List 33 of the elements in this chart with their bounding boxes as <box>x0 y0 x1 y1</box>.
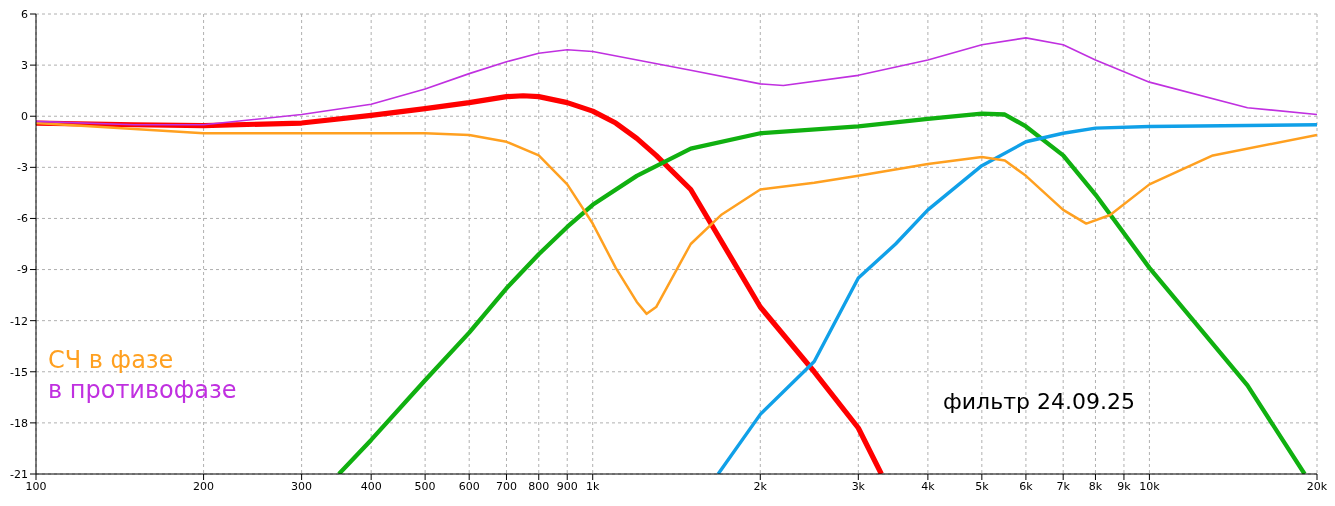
y-tick-label: -12 <box>10 314 28 328</box>
y-tick-label: -21 <box>10 467 28 481</box>
y-tick-label: 6 <box>21 7 28 21</box>
x-tick-label: 200 <box>193 479 215 493</box>
x-tick-label: 5k <box>975 479 990 493</box>
annotation: фильтр 24.09.25 <box>943 389 1135 414</box>
x-tick-label: 3k <box>851 479 866 493</box>
x-tick-label: 100 <box>25 479 47 493</box>
x-tick-label: 300 <box>291 479 313 493</box>
x-tick-label: 10k <box>1139 479 1161 493</box>
text: СЧ в фазе <box>48 346 175 374</box>
y-tick-label: 0 <box>21 110 28 124</box>
x-tick-label: 500 <box>414 479 436 493</box>
y-tick-label: -6 <box>17 212 28 226</box>
x-tick-label: 600 <box>458 479 480 493</box>
x-tick-label: 4k <box>921 479 936 493</box>
y-tick-label: -9 <box>17 263 28 277</box>
y-tick-label: -18 <box>10 416 28 430</box>
text: в противофазе <box>48 376 237 404</box>
x-tick-label: 8k <box>1088 479 1103 493</box>
x-tick-label: 20k <box>1306 479 1328 493</box>
y-tick-label: 3 <box>21 59 28 73</box>
x-tick-label: 400 <box>360 479 382 493</box>
x-tick-label: 6k <box>1019 479 1034 493</box>
y-tick-label: -3 <box>17 161 28 175</box>
x-tick-label: 700 <box>495 479 517 493</box>
x-tick-label: 800 <box>528 479 550 493</box>
x-tick-label: 900 <box>556 479 578 493</box>
x-tick-label: 1k <box>586 479 601 493</box>
x-tick-label: 2k <box>753 479 768 493</box>
y-tick-label: -15 <box>10 365 28 379</box>
x-tick-label: 9k <box>1117 479 1132 493</box>
x-tick-label: 7k <box>1056 479 1071 493</box>
